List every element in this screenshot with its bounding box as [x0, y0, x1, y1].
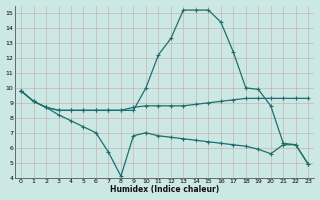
X-axis label: Humidex (Indice chaleur): Humidex (Indice chaleur) [110, 185, 219, 194]
